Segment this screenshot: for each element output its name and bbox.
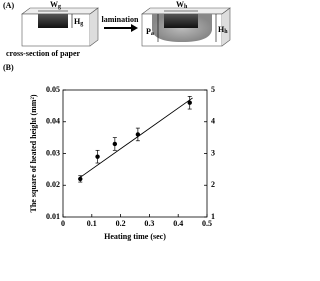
height-label: Hg [74, 17, 83, 28]
point [135, 132, 141, 137]
y-axis-title: The square of heated height (mm²) [29, 94, 38, 212]
y-tick-label: 0.05 [46, 85, 60, 94]
y2-tick-label: 3 [211, 148, 215, 157]
paper-box [21, 7, 99, 47]
point [78, 176, 83, 182]
y-tick-label: 0.01 [46, 212, 60, 221]
height-label: Hh [218, 25, 228, 36]
x-axis-title: Heating time (sec) [104, 232, 166, 241]
caption: cross-section of paper [6, 49, 81, 58]
width-label: Wh [176, 0, 188, 10]
x-tick-label: 0.3 [144, 219, 154, 228]
figure: (A) Wg Hg cross-section of paper laminat… [3, 0, 231, 241]
y2-tick-label: 2 [211, 180, 215, 189]
arrow-label: lamination [102, 15, 139, 24]
x-tick-label: 0 [61, 219, 65, 228]
chart: 0 0.1 0.2 0.3 0.4 0.5 0.01 0.02 0.03 0.04 0.05 1 2 3 4… [29, 85, 215, 241]
panel-label: (A) [3, 1, 14, 10]
point [187, 100, 192, 105]
point [112, 141, 118, 147]
point [95, 154, 100, 159]
depth-label: Pa [146, 27, 154, 38]
width-label: Wg [50, 0, 61, 10]
panel-label: (B) [3, 63, 14, 72]
y-tick-label: 0.02 [46, 180, 60, 189]
y-tick-label: 0.03 [46, 148, 60, 157]
arrow-head [131, 24, 138, 32]
y2-tick-label: 5 [211, 85, 215, 94]
y-tick-label: 0.04 [46, 117, 60, 126]
x-tick-label: 0.4 [173, 219, 183, 228]
y2-tick-label: 4 [211, 117, 215, 126]
x-tick-label: 0.5 [202, 219, 212, 228]
x-tick-label: 0.1 [87, 219, 97, 228]
x-tick-label: 0.2 [116, 219, 126, 228]
plot-frame [62, 89, 208, 218]
laminated-box [141, 7, 231, 47]
y2-tick-label: 1 [211, 212, 215, 221]
fit-line [80, 97, 193, 178]
